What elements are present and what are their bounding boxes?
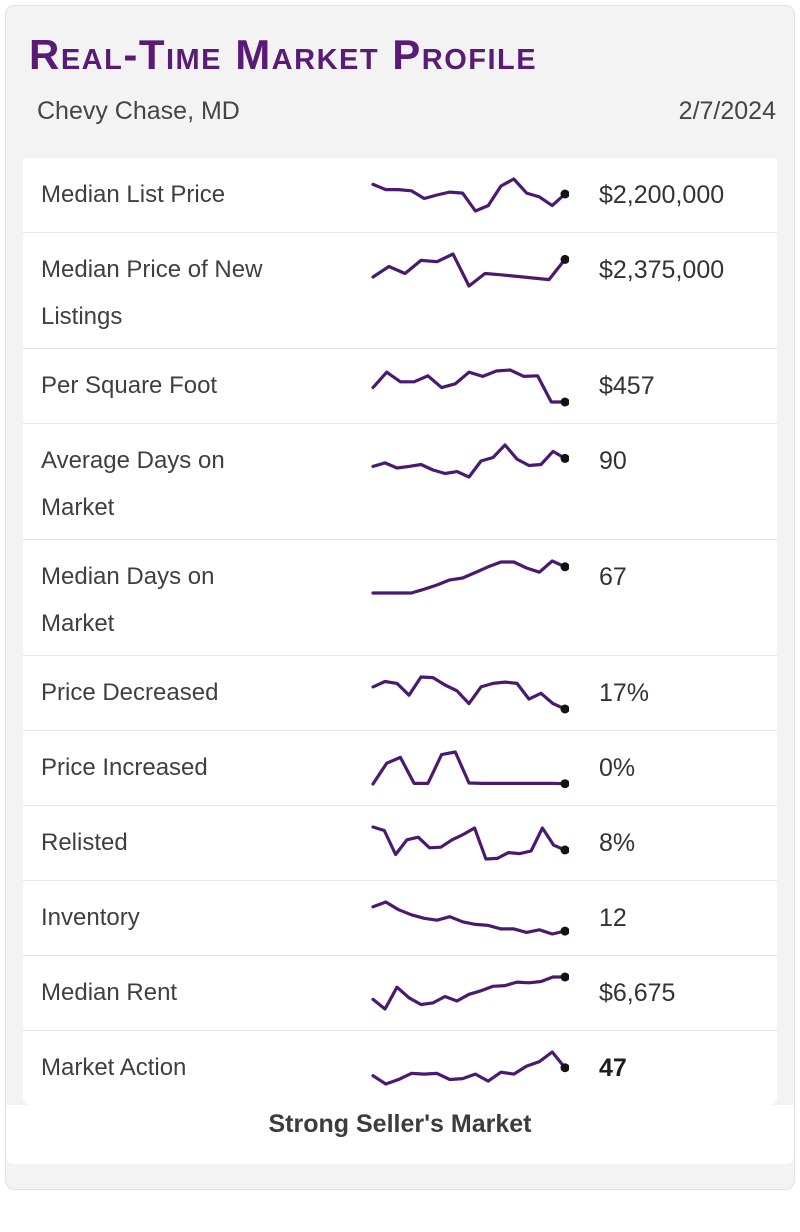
report-date: 2/7/2024 xyxy=(678,97,776,126)
metric-row: Price Decreased 17% xyxy=(23,656,777,732)
market-status-banner: Strong Seller's Market xyxy=(6,1105,794,1165)
latest-point-dot xyxy=(560,397,569,407)
page-title: Real-Time Market Profile xyxy=(29,31,538,78)
metric-label: Price Decreased xyxy=(41,679,219,707)
metric-row: Market Action 47 xyxy=(23,1031,777,1105)
metric-value: $457 xyxy=(599,371,655,400)
sparkline-chart xyxy=(371,1050,569,1086)
metric-value: 90 xyxy=(599,446,627,475)
metric-label: Market Action xyxy=(41,1054,187,1082)
metric-value: 0% xyxy=(599,753,636,782)
metric-value: $2,375,000 xyxy=(599,255,725,284)
sparkline-chart xyxy=(371,368,569,407)
metric-label: Price Increased xyxy=(41,754,208,782)
metric-label: Relisted xyxy=(41,829,128,857)
report-subheader: Chevy Chase, MD 2/7/2024 xyxy=(6,94,794,128)
metric-value: $2,200,000 xyxy=(599,180,725,209)
latest-point-dot xyxy=(560,1063,569,1073)
sparkline-chart xyxy=(371,900,569,936)
sparkline-chart xyxy=(371,252,569,288)
metric-label: Median Days on Market xyxy=(41,563,215,638)
latest-point-dot xyxy=(560,845,569,855)
metric-value: 47 xyxy=(599,1053,627,1082)
sparkline-chart xyxy=(371,750,569,789)
metric-row: Median List Price $2,200,000 xyxy=(23,158,777,234)
metric-row: Median Price of New Listings $2,375,000 xyxy=(23,233,777,350)
market-profile-card: Real-Time Market Profile Chevy Chase, MD… xyxy=(5,5,795,1190)
metric-label: Per Square Foot xyxy=(41,372,218,400)
sparkline-chart xyxy=(371,177,569,213)
metric-value: 17% xyxy=(599,678,650,707)
sparkline-chart xyxy=(371,675,569,714)
metric-value: 67 xyxy=(599,562,627,591)
metric-label: Average Days on Market xyxy=(41,447,225,522)
latest-point-dot xyxy=(560,926,569,936)
location-label: Chevy Chase, MD xyxy=(37,97,240,126)
metric-label: Median Rent xyxy=(41,979,178,1007)
metric-row: Price Increased 0% xyxy=(23,731,777,807)
latest-point-dot xyxy=(560,189,569,199)
metric-row: Median Days on Market 67 xyxy=(23,540,777,657)
metric-label: Inventory xyxy=(41,904,140,932)
metric-row: Median Rent $6,675 xyxy=(23,956,777,1032)
metric-label: Median List Price xyxy=(41,181,226,209)
sparkline-chart xyxy=(371,559,569,595)
sparkline-chart xyxy=(371,972,569,1011)
sparkline-chart xyxy=(371,443,569,479)
metric-value: $6,675 xyxy=(599,978,676,1007)
metric-row: Average Days on Market 90 xyxy=(23,424,777,541)
sparkline-chart xyxy=(371,825,569,861)
latest-point-dot xyxy=(560,562,569,572)
latest-point-dot xyxy=(560,704,569,714)
metric-row: Relisted 8% xyxy=(23,806,777,882)
metric-row: Per Square Foot $457 xyxy=(23,349,777,425)
latest-point-dot xyxy=(560,454,569,464)
metric-row: Inventory 12 xyxy=(23,881,777,957)
metric-value: 8% xyxy=(599,828,636,857)
latest-point-dot xyxy=(560,255,569,265)
metric-value: 12 xyxy=(599,903,627,932)
latest-point-dot xyxy=(560,779,569,789)
metrics-table: Median List Price $2,200,000 Median Pric… xyxy=(23,158,777,1106)
metric-label: Median Price of New Listings xyxy=(41,256,263,331)
latest-point-dot xyxy=(560,972,569,982)
